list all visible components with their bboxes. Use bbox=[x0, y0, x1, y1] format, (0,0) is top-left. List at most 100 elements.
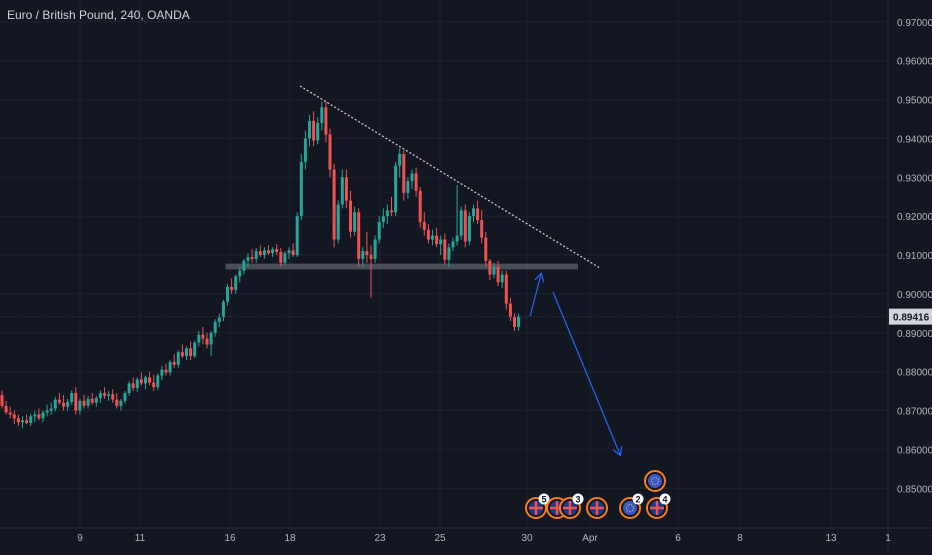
candle-body bbox=[230, 286, 234, 291]
candle-body bbox=[426, 229, 430, 240]
candle bbox=[221, 299, 225, 322]
candle bbox=[402, 150, 406, 201]
candle-body bbox=[377, 222, 381, 240]
candle-body bbox=[238, 270, 242, 277]
candle bbox=[197, 330, 201, 347]
candle-body bbox=[402, 153, 406, 193]
candle bbox=[258, 245, 262, 257]
candle-body bbox=[365, 251, 369, 256]
candle-body bbox=[308, 120, 311, 139]
candle bbox=[193, 340, 197, 359]
price-axis[interactable]: 0.97000 0.96000 0.95000 0.94000 0.93000 0.920… bbox=[887, 0, 932, 550]
candle-body bbox=[127, 383, 131, 394]
candle bbox=[12, 410, 16, 425]
candle bbox=[484, 231, 488, 267]
y-tick-label: 0.89000 bbox=[897, 329, 932, 340]
candle bbox=[176, 350, 180, 368]
event-marker[interactable]: 3 bbox=[559, 493, 584, 519]
candle-body bbox=[135, 379, 139, 388]
event-marker[interactable]: 5 bbox=[525, 493, 550, 519]
candle bbox=[246, 253, 250, 267]
candle-body bbox=[131, 383, 135, 388]
candle-body bbox=[275, 249, 279, 252]
candle bbox=[160, 365, 164, 381]
candle bbox=[377, 216, 381, 244]
candle-body bbox=[455, 235, 459, 242]
y-tick-label: 0.90000 bbox=[897, 290, 932, 301]
candle-body bbox=[119, 400, 123, 406]
candle-body bbox=[435, 235, 439, 245]
candle bbox=[185, 346, 188, 361]
candle-body bbox=[295, 216, 299, 256]
candle-body bbox=[439, 239, 443, 245]
candle-body bbox=[12, 414, 16, 419]
candle-body bbox=[205, 338, 209, 345]
candle bbox=[82, 394, 86, 409]
candle bbox=[517, 313, 521, 331]
candle bbox=[25, 414, 29, 425]
event-marker[interactable] bbox=[586, 497, 608, 519]
candle bbox=[29, 413, 33, 427]
candle bbox=[152, 374, 156, 392]
candle bbox=[435, 227, 439, 248]
candle bbox=[45, 404, 49, 417]
candle-body bbox=[103, 393, 106, 396]
candle bbox=[37, 408, 41, 421]
candle-body bbox=[0, 394, 4, 406]
candle-body bbox=[283, 253, 287, 263]
y-tick-label: 0.92000 bbox=[897, 212, 932, 223]
resistance-trendline bbox=[299, 85, 600, 269]
eu-flag-stars bbox=[651, 477, 659, 485]
candle bbox=[127, 381, 131, 396]
candle bbox=[439, 235, 443, 256]
candle bbox=[295, 212, 299, 257]
candle-body bbox=[156, 375, 160, 388]
candle-body bbox=[193, 342, 197, 357]
y-tick-label: 0.93000 bbox=[897, 173, 932, 184]
candle bbox=[16, 414, 20, 427]
candle-body bbox=[414, 173, 418, 191]
candle-body bbox=[385, 210, 389, 217]
candle-body bbox=[463, 210, 467, 242]
candle-body bbox=[262, 250, 266, 256]
support-zone-layer bbox=[225, 263, 578, 270]
candle bbox=[447, 243, 451, 267]
candle bbox=[164, 363, 168, 376]
candle bbox=[324, 101, 328, 143]
candle-body bbox=[45, 410, 49, 413]
event-marker[interactable] bbox=[644, 470, 666, 492]
event-marker[interactable]: 4 bbox=[646, 493, 671, 519]
candle bbox=[234, 274, 238, 294]
candle-body bbox=[176, 352, 180, 365]
candle-body bbox=[246, 257, 250, 261]
candle bbox=[49, 402, 53, 415]
event-marker[interactable]: 2 bbox=[619, 493, 644, 519]
candle bbox=[267, 245, 270, 256]
candle-body bbox=[221, 301, 225, 318]
candle bbox=[78, 398, 82, 415]
candle bbox=[279, 248, 283, 267]
time-axis[interactable]: 9 11 16 18 23 25 30 Apr 6 8 13 1 bbox=[0, 527, 932, 544]
candle-body bbox=[496, 266, 500, 283]
x-tick-label: 13 bbox=[825, 533, 837, 544]
candle-body bbox=[418, 190, 422, 223]
candle-body bbox=[37, 414, 41, 419]
candle-body bbox=[226, 286, 229, 302]
y-tick-label: 0.94000 bbox=[897, 134, 932, 145]
candle bbox=[74, 387, 78, 415]
candle-body bbox=[180, 352, 184, 357]
candle-body bbox=[90, 398, 94, 403]
x-tick-label: 30 bbox=[521, 533, 533, 544]
candle-body bbox=[353, 212, 357, 232]
candle bbox=[291, 243, 295, 257]
y-tick-label: 0.85000 bbox=[897, 484, 932, 495]
candle-body bbox=[357, 212, 361, 259]
candle bbox=[328, 128, 332, 178]
candle bbox=[385, 204, 389, 224]
candle bbox=[250, 249, 254, 263]
candle-body bbox=[500, 274, 504, 283]
x-tick-label: 25 bbox=[434, 533, 446, 544]
eu-flag-icon bbox=[623, 501, 637, 515]
